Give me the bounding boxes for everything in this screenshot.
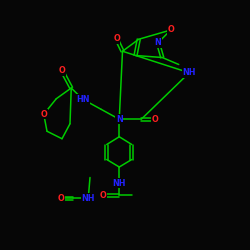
Text: O: O — [151, 115, 158, 124]
Text: O: O — [100, 190, 106, 200]
Text: NH: NH — [182, 68, 196, 77]
Text: NH: NH — [112, 178, 126, 188]
Text: O: O — [40, 110, 47, 119]
Text: O: O — [168, 26, 174, 35]
Text: N: N — [154, 38, 162, 47]
Text: N: N — [116, 115, 122, 124]
Text: NH: NH — [82, 194, 95, 203]
Text: HN: HN — [76, 95, 90, 104]
Text: O: O — [58, 194, 64, 203]
Text: O: O — [58, 66, 66, 75]
Text: O: O — [113, 34, 120, 43]
